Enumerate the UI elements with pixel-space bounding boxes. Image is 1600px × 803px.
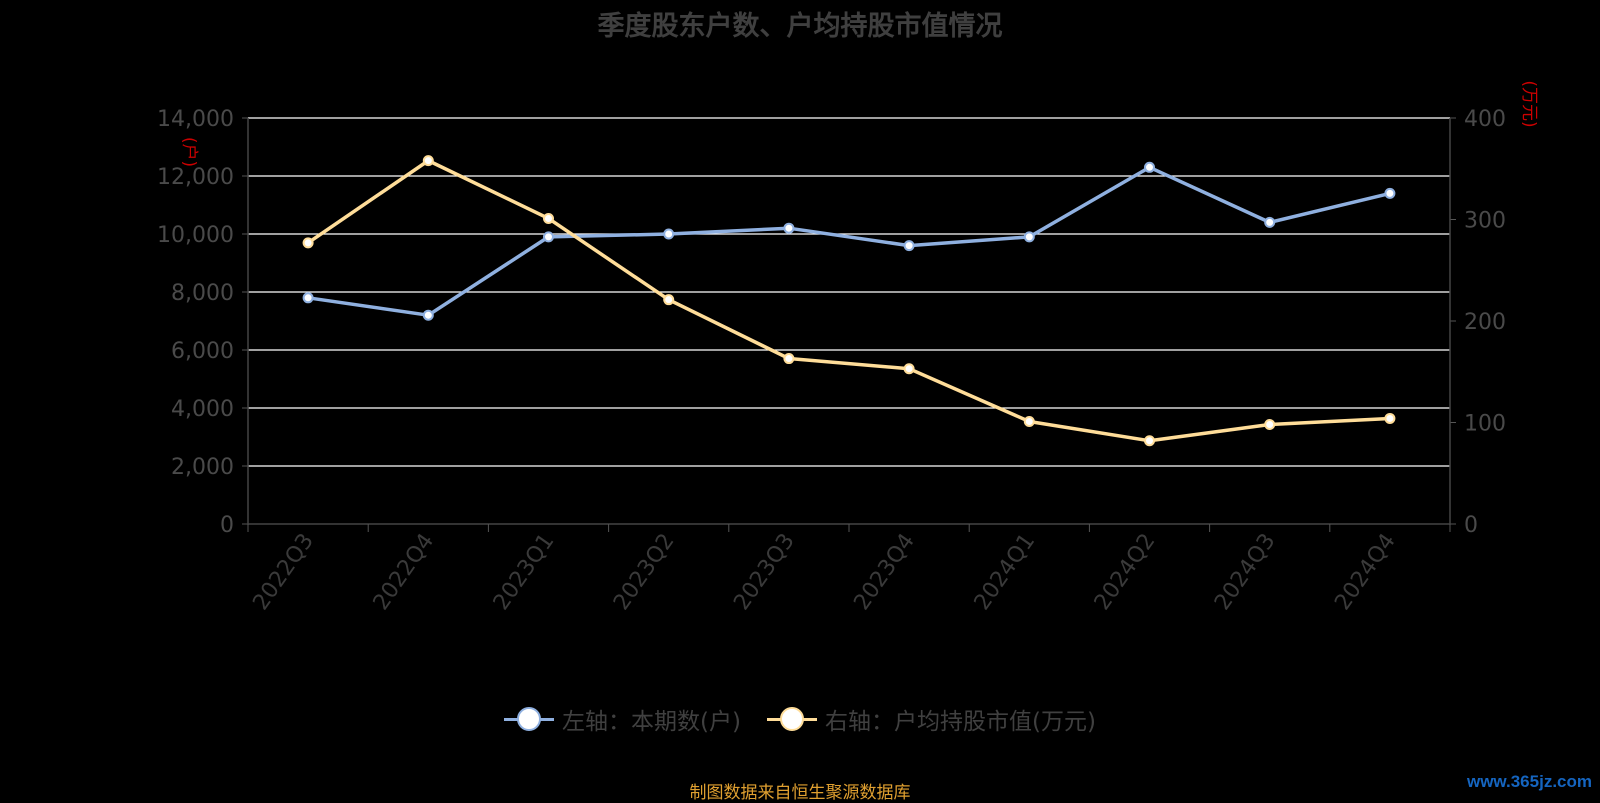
legend-label-households: 左轴：本期数(户) [562,709,741,735]
x-tick-label: 2024Q1 [970,529,1041,615]
x-tick-label: 2024Q2 [1090,529,1161,615]
chart-title: 季度股东户数、户均持股市值情况 [597,11,1003,42]
x-tick-label: 2022Q3 [248,529,319,615]
legend-swatch-avg-value [767,706,817,732]
y-right-tick-label: 400 [1464,107,1506,132]
y-left-tick-label: 0 [220,513,234,538]
x-tick-label: 2022Q4 [369,529,440,615]
legend-item-avg-value[interactable]: 右轴：户均持股市值(万元) [767,702,1096,736]
x-tick-label: 2024Q3 [1210,529,1281,615]
series-line-0 [307,165,1391,317]
data-point [663,228,675,240]
y-right-tick-label: 0 [1464,513,1478,538]
legend-swatch-households [504,706,555,732]
data-point [422,155,434,167]
data-point [663,294,675,306]
y-right-tick-label: 200 [1464,310,1506,335]
y-left-tick-label: 4,000 [171,397,234,422]
watermark: www.365jz.com [1466,772,1592,791]
legend: 左轴：本期数(户) 右轴：户均持股市值(万元) [0,702,1600,736]
data-point [903,240,915,252]
x-tick-label: 2023Q1 [489,529,560,615]
data-point [1264,419,1276,431]
y-left-tick-label: 14,000 [157,107,234,132]
data-point [1144,435,1155,447]
data-point [1384,187,1396,199]
y-right-tick-label: 300 [1464,209,1506,234]
y-left-tick-label: 6,000 [171,339,234,364]
data-point [1023,231,1035,243]
data-point [543,231,554,243]
y-right-tick-label: 100 [1464,412,1506,437]
y-left-unit-label: (户) [179,137,199,167]
data-point [783,222,795,234]
x-tick-label: 2024Q4 [1330,529,1401,615]
y-left-tick-label: 2,000 [171,455,234,480]
data-point [302,237,314,249]
legend-label-avg-value: 右轴：户均持股市值(万元) [825,709,1096,735]
data-point [1384,412,1396,424]
series-line-1 [307,158,1390,443]
data-point [302,292,314,304]
y-left-tick-label: 8,000 [171,281,234,306]
data-point [543,212,554,224]
x-tick-label: 2023Q4 [849,529,920,615]
data-point [903,363,915,375]
data-point [783,353,795,365]
y-left-tick-label: 12,000 [157,165,234,190]
y-left-tick-label: 10,000 [157,223,234,248]
x-tick-label: 2023Q2 [609,529,680,615]
y-right-unit-label: (万元) [1519,80,1539,127]
source-note: 制图数据来自恒生聚源数据库 [689,783,911,803]
x-tick-label: 2023Q3 [729,529,800,615]
data-point [422,309,434,321]
data-point [1264,216,1276,228]
legend-item-households[interactable]: 左轴：本期数(户) [504,702,741,736]
data-point [1144,161,1155,173]
data-point [1023,415,1035,427]
